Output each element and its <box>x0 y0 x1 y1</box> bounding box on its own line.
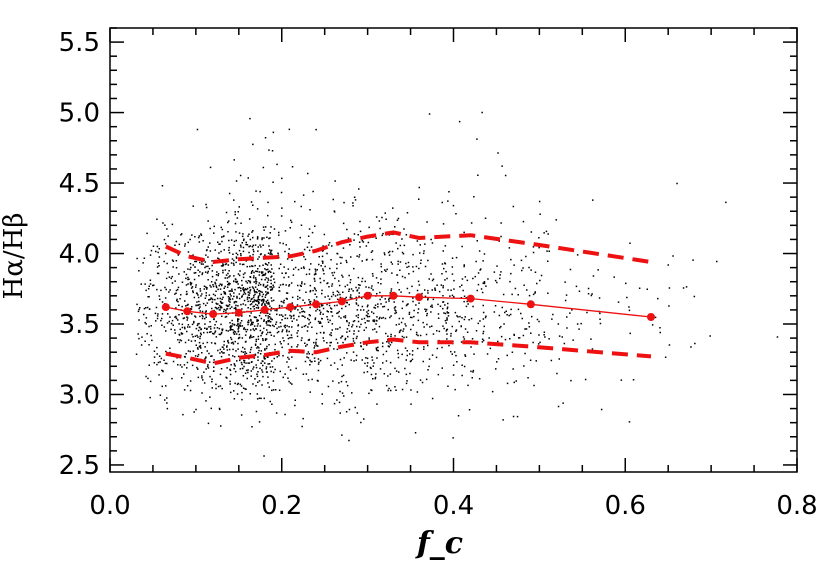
plot-frame <box>109 27 798 473</box>
y-tick-label: 4.0 <box>59 240 100 270</box>
x-tick-label: 0.6 <box>605 491 646 521</box>
median-marker <box>647 313 655 321</box>
y-tick-label: 2.5 <box>59 451 100 481</box>
median-marker <box>260 305 269 314</box>
median-marker <box>415 293 424 302</box>
median-marker <box>526 300 535 309</box>
median-marker <box>183 307 192 316</box>
scatter-points <box>135 111 779 457</box>
median-marker <box>312 300 321 309</box>
curve-median <box>165 295 652 318</box>
median-marker <box>209 310 218 319</box>
x-axis-title: f_c <box>415 526 463 561</box>
median-marker <box>466 294 475 303</box>
x-tick-label: 0.2 <box>261 491 302 521</box>
y-tick-label: 4.5 <box>59 169 100 199</box>
y-axis-title: Hα/Hβ <box>0 213 29 300</box>
median-marker <box>337 297 346 306</box>
axis-ticks <box>109 27 798 472</box>
median-marker <box>234 308 243 317</box>
median-marker <box>286 303 295 312</box>
x-tick-label: 0.0 <box>89 491 130 521</box>
y-tick-label: 5.5 <box>59 28 100 58</box>
median-marker <box>363 291 372 300</box>
y-tick-label: 3.0 <box>59 380 100 410</box>
x-tick-label: 0.8 <box>776 491 817 521</box>
y-tick-label: 5.0 <box>59 99 100 129</box>
y-tick-label: 3.5 <box>59 310 100 340</box>
curve-upper-percentile <box>164 230 652 265</box>
scatter-point-cloud <box>135 111 779 457</box>
x-tick-label: 0.4 <box>433 491 474 521</box>
curve-lower-percentile <box>165 337 652 366</box>
trend-curves <box>161 230 655 366</box>
median-marker <box>389 291 398 300</box>
median-marker <box>161 303 170 312</box>
tick-labels: 0.0 0.2 0.4 0.6 0.8 2.5 3.0 3.5 4.0 4.5 5.0 5.5 <box>59 28 818 521</box>
